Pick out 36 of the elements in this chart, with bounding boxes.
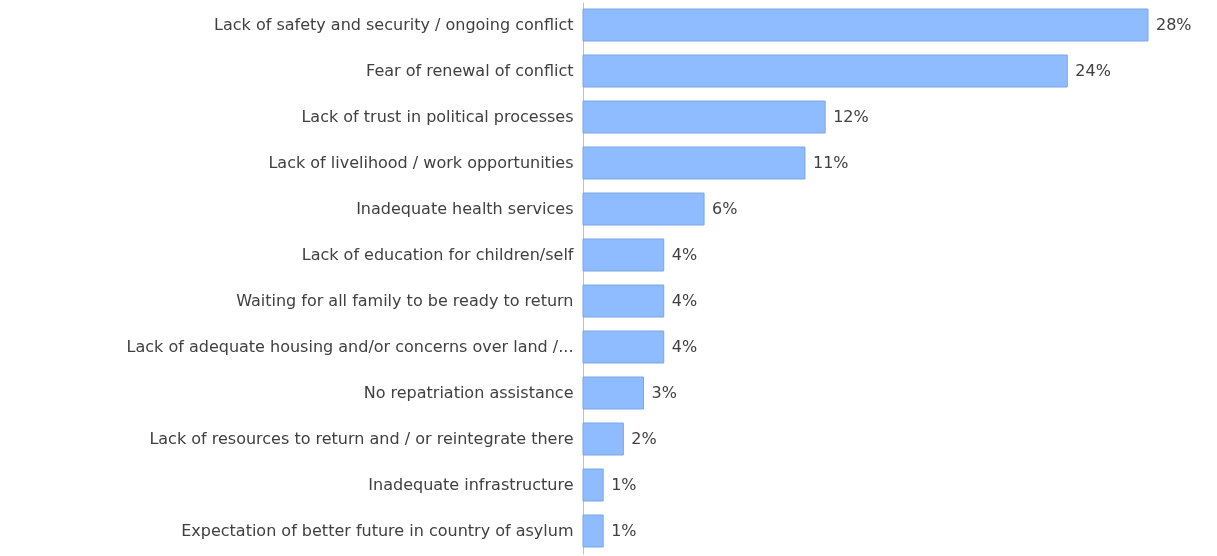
y-tick-label: Lack of adequate housing and/or concerns over land /... [126,337,574,356]
bar [582,54,1068,88]
bar [582,330,665,364]
bar [582,146,806,180]
data-label: 2% [631,429,657,448]
y-tick-label: Lack of safety and security / ongoing conflict [214,15,574,34]
y-tick-label: Inadequate infrastructure [368,475,574,494]
data-label: 4% [671,291,698,310]
y-tick-label: Lack of trust in political processes [301,107,574,126]
data-label: 24% [1075,61,1111,80]
data-label: 1% [611,521,637,540]
y-tick-label: Fear of renewal of conflict [366,61,574,80]
data-label: 4% [671,337,698,356]
y-tick-label: Inadequate health services [356,199,574,218]
bar [582,238,665,272]
y-tick-label: Waiting for all family to be ready to return [236,291,574,310]
bar [582,284,665,318]
data-label: 11% [812,153,849,172]
data-label: 6% [712,199,738,218]
bar [582,192,705,226]
data-label: 3% [651,383,677,402]
bar [582,468,604,502]
bar [582,8,1149,42]
data-label: 28% [1156,15,1192,34]
data-label: 4% [671,245,698,264]
y-tick-label: Lack of resources to return and / or reintegrate there [149,429,574,448]
bar [582,376,645,410]
bar [582,422,624,456]
bar [582,514,604,548]
y-tick-label: Lack of livelihood / work opportunities [268,153,574,172]
y-tick-label: No repatriation assistance [363,383,574,402]
data-label: 1% [611,475,637,494]
y-tick-label: Lack of education for children/self [301,245,574,264]
data-label: 12% [833,107,869,126]
y-tick-label: Expectation of better future in country of asylum [181,521,574,540]
bar [582,100,826,134]
